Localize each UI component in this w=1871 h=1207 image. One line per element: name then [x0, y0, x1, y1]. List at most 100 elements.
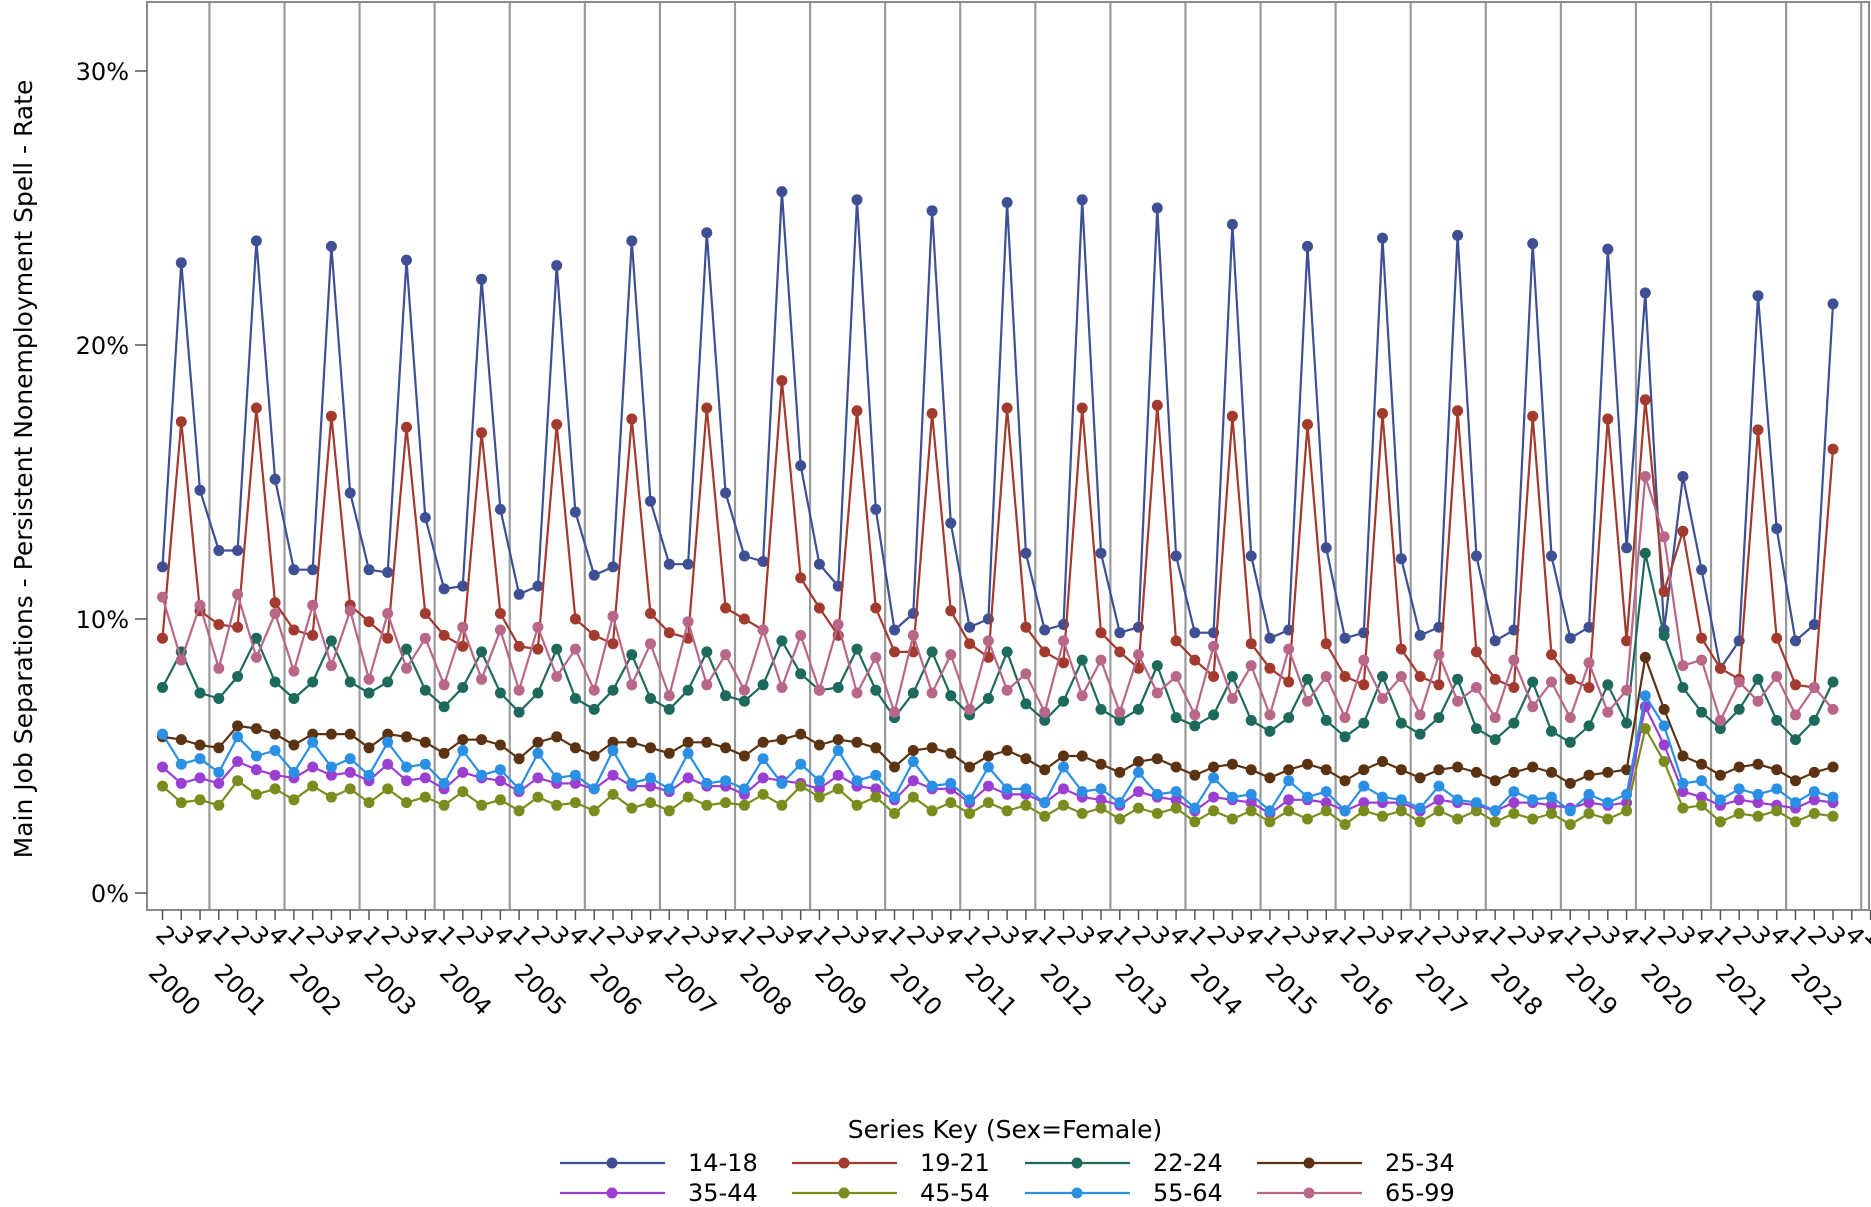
data-point — [476, 273, 488, 285]
data-point — [663, 690, 675, 702]
data-point — [307, 629, 319, 641]
data-point — [1095, 703, 1107, 715]
data-point — [1358, 780, 1370, 792]
data-point — [1752, 424, 1764, 436]
data-point — [1208, 671, 1220, 682]
data-point — [1714, 723, 1726, 735]
data-point — [1339, 819, 1351, 830]
data-point — [964, 808, 976, 819]
legend-label: 14-18 — [688, 1149, 758, 1177]
data-point — [982, 635, 994, 647]
x-year-label: 2011 — [960, 958, 1023, 1021]
data-point — [1808, 794, 1820, 806]
data-point — [1039, 764, 1051, 776]
data-point — [626, 649, 638, 661]
data-point — [738, 799, 750, 811]
data-point — [1508, 808, 1520, 819]
data-point — [1639, 690, 1651, 702]
data-point — [175, 797, 187, 809]
series-line — [161, 705, 1834, 815]
x-year-label: 2020 — [1635, 958, 1698, 1021]
data-point — [645, 495, 656, 507]
data-point — [1058, 799, 1069, 811]
data-point — [1527, 238, 1539, 250]
data-point — [1508, 717, 1520, 729]
data-point — [757, 753, 769, 765]
data-point — [645, 780, 656, 792]
data-point — [588, 629, 600, 641]
data-point — [1001, 197, 1013, 208]
data-point — [1527, 794, 1539, 806]
data-point — [476, 427, 488, 439]
data-point — [438, 583, 450, 595]
data-point — [1170, 761, 1182, 773]
data-point — [1714, 714, 1726, 726]
data-point — [795, 629, 807, 641]
data-point — [401, 775, 412, 787]
data-point — [588, 750, 600, 762]
data-point — [982, 780, 994, 792]
data-point — [194, 484, 206, 496]
data-point — [1733, 703, 1745, 715]
x-year-label: 2017 — [1410, 958, 1473, 1021]
data-point — [1433, 712, 1445, 724]
data-point — [250, 402, 262, 414]
x-year-label: 2010 — [884, 958, 947, 1021]
x-year-label: 2019 — [1560, 958, 1623, 1021]
data-point — [1583, 797, 1595, 809]
data-point — [1489, 775, 1501, 787]
data-point — [776, 635, 788, 647]
data-point — [1001, 805, 1013, 817]
data-point — [1752, 797, 1764, 809]
data-point — [1020, 698, 1032, 710]
data-point — [1790, 775, 1801, 787]
data-point — [213, 742, 225, 754]
data-point — [1602, 243, 1614, 255]
data-point — [1264, 725, 1276, 737]
legend-item-19-21: 19-21 — [792, 1149, 990, 1177]
data-point — [1076, 750, 1088, 762]
data-point — [1377, 671, 1388, 682]
data-point — [1302, 673, 1313, 685]
data-point — [1621, 684, 1633, 696]
data-point — [419, 736, 431, 748]
data-point — [1133, 703, 1144, 715]
data-point — [1320, 638, 1332, 650]
data-point — [1151, 753, 1163, 765]
data-point — [494, 775, 506, 787]
data-point — [494, 624, 506, 636]
data-point — [569, 769, 581, 781]
data-point — [1226, 813, 1238, 825]
data-point — [795, 758, 807, 770]
data-point — [250, 750, 262, 762]
data-point — [813, 684, 825, 696]
data-point — [401, 797, 412, 809]
data-point — [232, 731, 244, 743]
data-point — [1602, 813, 1614, 825]
data-point — [1733, 761, 1745, 773]
data-point — [813, 558, 825, 570]
legend-item-45-54: 45-54 — [792, 1179, 990, 1207]
data-point — [1452, 813, 1464, 825]
data-point — [1133, 802, 1144, 814]
data-point — [419, 684, 431, 696]
data-point — [325, 635, 337, 647]
data-point — [194, 794, 206, 806]
data-point — [1395, 805, 1407, 817]
data-point — [1752, 673, 1764, 685]
data-point — [607, 745, 619, 756]
data-point — [1414, 772, 1426, 784]
data-point — [1696, 775, 1708, 787]
data-point — [1058, 695, 1069, 707]
data-point — [1733, 808, 1745, 819]
data-point — [795, 668, 807, 680]
data-point — [832, 783, 844, 795]
data-point — [1283, 764, 1295, 776]
data-point — [1433, 794, 1445, 806]
data-point — [926, 780, 938, 792]
data-point — [663, 558, 675, 570]
data-point — [307, 728, 319, 740]
data-point — [344, 605, 356, 617]
data-point — [1151, 788, 1163, 800]
data-point — [1470, 766, 1482, 778]
